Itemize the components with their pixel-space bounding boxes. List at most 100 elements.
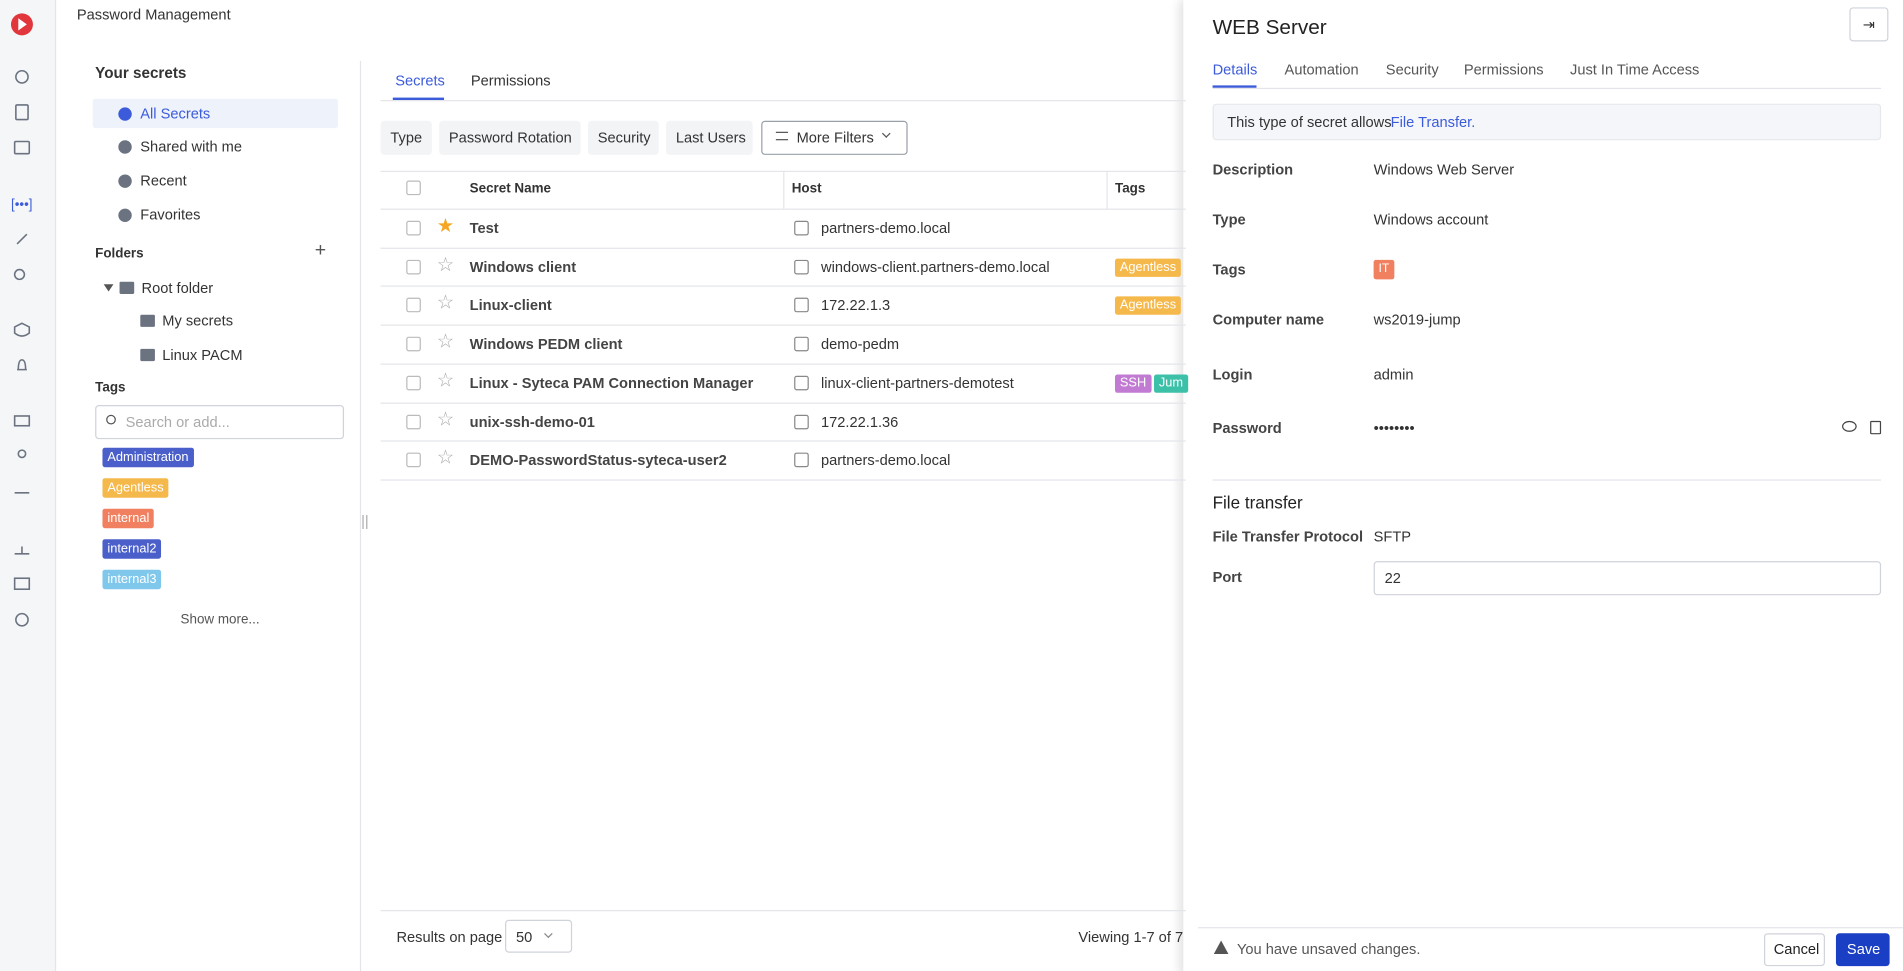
field-label: Description [1212,161,1294,179]
info-box [1212,103,1882,141]
tag-search[interactable] [95,405,345,440]
panel-tab[interactable]: Security [1385,60,1439,79]
show-password[interactable] [1842,420,1857,432]
field-value: ws2019-jump [1373,311,1461,329]
star[interactable]: ☆ [436,254,455,276]
host-icon [794,259,809,275]
rail-icons: [•••] [10,13,33,627]
field-value: Windows account [1373,211,1489,229]
nav-item[interactable]: Recent [140,172,187,190]
column-separator [1106,170,1108,209]
row-checkbox[interactable] [406,298,421,313]
folder-icon [140,314,155,327]
main-tab[interactable]: Permissions [470,71,551,90]
field-value: Windows Web Server [1373,161,1515,179]
main-tab[interactable]: Secrets [395,71,445,90]
cancel-button[interactable] [1763,933,1825,967]
info-link[interactable]: File Transfer. [1390,113,1476,131]
port-label: Port [1212,568,1242,586]
tag-pill[interactable]: internal2 [102,539,162,559]
nav-item[interactable]: All Secrets [140,104,211,122]
sidebar-divider [359,60,362,971]
port-input[interactable] [1373,561,1882,596]
panel-tab[interactable]: Permissions [1463,60,1544,79]
folder-item[interactable]: Root folder [141,279,214,297]
header-title: Password Management [76,6,231,24]
tag-pill[interactable]: Agentless [102,478,169,498]
folder-item[interactable]: My secrets [162,312,234,330]
secret-name[interactable]: DEMO-PasswordStatus-syteca-user2 [469,451,727,469]
filter-button[interactable] [380,120,432,155]
nav-item[interactable]: Favorites [140,206,201,224]
row-checkbox[interactable] [406,414,421,429]
row-tag: Agentless [1114,258,1182,277]
add-folder[interactable]: + [314,240,327,262]
star[interactable]: ☆ [436,370,455,392]
filter-button[interactable] [439,120,581,155]
tab-underline [1212,85,1257,88]
show-more[interactable]: Show more... [180,612,260,628]
row-checkbox[interactable] [406,452,421,468]
row-border [380,208,1186,210]
row-tag: SSH [1114,374,1152,393]
filter-button[interactable] [666,120,753,155]
host-icon [794,414,809,429]
folder-item[interactable]: Linux PACM [162,346,243,364]
tabs-border [1212,87,1882,90]
star[interactable]: ☆ [436,331,455,353]
row-border [380,285,1186,288]
secret-name[interactable]: Windows client [469,258,577,276]
tag-pill[interactable]: internal [102,508,155,529]
tag-pill[interactable]: internal3 [102,569,162,590]
filter-button[interactable] [587,120,659,155]
viewing: Viewing 1-7 of 7 [1078,928,1184,946]
row-checkbox[interactable] [406,336,421,352]
tag-pill[interactable]: Administration [102,447,194,468]
row-border [380,363,1186,365]
collapse-button[interactable]: ⇥ [1849,7,1889,42]
nav-item[interactable]: Shared with me [140,137,242,155]
secret-name[interactable]: Linux - Syteca PAM Connection Manager [469,374,754,392]
star[interactable]: ☆ [436,293,455,314]
star[interactable]: ☆ [436,447,455,469]
row-tag: Jum [1154,374,1188,393]
row-border [380,247,1186,249]
filter-label: Last Users [675,129,746,147]
field-tag: IT [1373,259,1395,280]
save-label: Save [1846,940,1881,958]
host: demo-pedm [820,335,900,353]
splitter[interactable]: || [361,512,369,530]
secret-name[interactable]: Linux-client [469,296,552,314]
footer-border [380,910,1186,912]
row-checkbox[interactable] [406,259,421,275]
star[interactable]: ☆ [436,409,455,431]
row-checkbox[interactable] [406,375,421,391]
save-button[interactable] [1835,933,1890,967]
info-text: This type of secret allows [1227,113,1392,131]
nav-active-bg [92,98,338,129]
secret-name[interactable]: Windows PEDM client [469,335,623,353]
panel-tab[interactable]: Automation [1284,60,1359,79]
filter-button[interactable] [761,120,908,155]
host: partners-demo.local [820,219,951,237]
secret-name[interactable]: unix-ssh-demo-01 [469,412,595,431]
field-label: Tags [1212,261,1246,279]
panel-tab[interactable]: Just In Time Access [1570,60,1700,79]
row-checkbox[interactable] [406,220,421,236]
host: partners-demo.local [820,451,951,469]
field-value: admin [1373,365,1414,384]
panel-tab[interactable]: Details [1212,60,1258,79]
star[interactable]: ★ [436,215,455,237]
warning-icon [1213,940,1229,954]
filter-label: More Filters [796,129,874,147]
host: 172.22.1.36 [820,412,899,431]
field-label: Login [1212,365,1253,384]
nav-icon [118,208,132,223]
row-border [380,479,1186,481]
panel-title: WEB Server [1212,15,1327,40]
copy-password[interactable] [1870,420,1882,435]
header-checkbox[interactable] [406,180,421,196]
page-size-select[interactable] [505,919,573,953]
secret-name[interactable]: Test [469,219,499,237]
